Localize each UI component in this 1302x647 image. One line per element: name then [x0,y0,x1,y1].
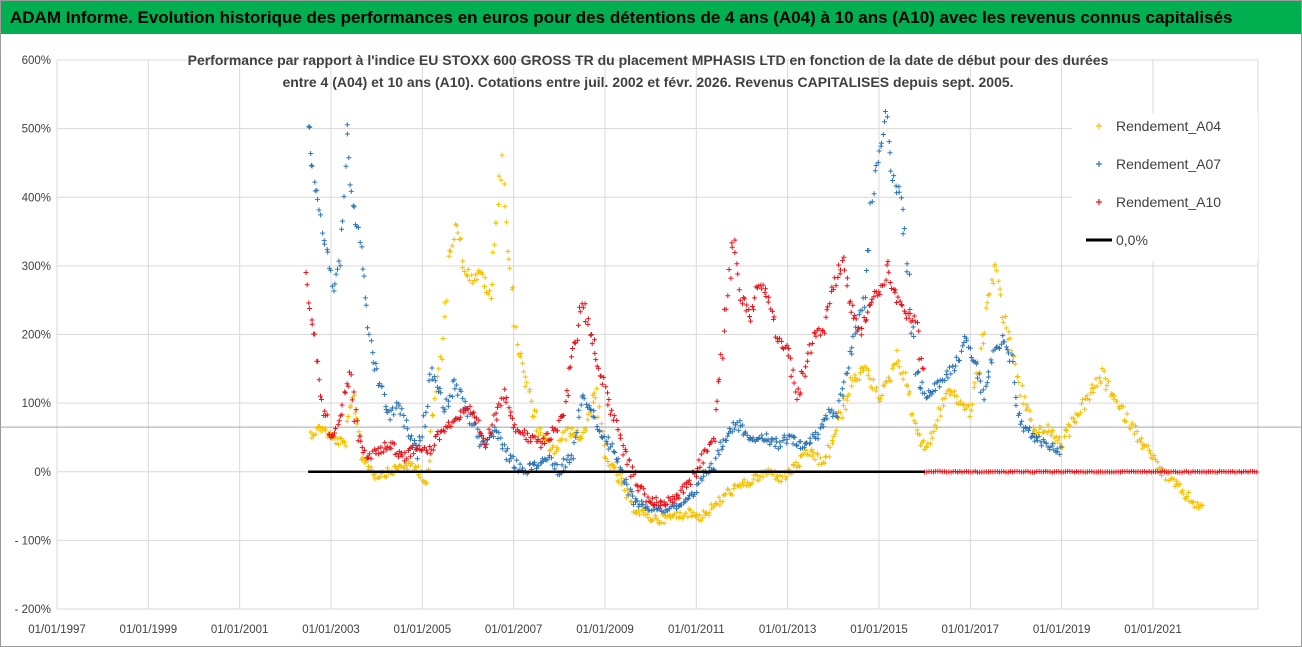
x-tick-label: 01/01/2009 [576,624,634,636]
legend-label: Rendement_A04 [1116,118,1221,134]
x-tick-label: 01/01/2005 [394,624,452,636]
series-markers [922,468,1260,475]
y-tick-label: 300% [22,261,51,273]
series-layer [303,109,1260,526]
series-Rendement_A04 [308,152,1206,526]
legend-plus-swatch [1096,199,1102,205]
x-tick-label: 01/01/2015 [850,624,908,636]
x-tick-label: 01/01/2003 [302,624,360,636]
chart-title: Performance par rapport à l'indice EU ST… [188,52,1109,90]
series-markers [308,152,1206,526]
chart-title-line: entre 4 (A04) et 10 ans (A10). Cotations… [282,74,1013,90]
y-tick-label: 400% [22,192,51,204]
legend-label: Rendement_A07 [1116,156,1221,172]
legend-plus-swatch [1096,123,1102,129]
legend: Rendement_A04 Rendement_A07 Rendement_A10 0… [1072,113,1258,261]
y-tick-label: 0% [34,467,51,479]
x-tick-label: 01/01/1999 [120,624,178,636]
legend-box [1072,113,1258,261]
x-tick-label: 01/01/2007 [485,624,543,636]
x-tick-label: 01/01/2011 [668,624,725,636]
x-tick-label: 01/01/2021 [1124,624,1182,636]
series-Rendement_A10 [303,237,927,509]
series-Rendement_A07 [306,109,1064,516]
legend-plus-swatch [1096,161,1102,167]
gridlines [56,59,1259,610]
series-markers [303,237,927,509]
y-tick-label: 600% [22,55,51,67]
series-markers [306,109,1064,516]
y-tick-label: 100% [22,398,51,410]
chart-title-line: Performance par rapport à l'indice EU ST… [188,52,1109,68]
x-tick-label: 01/01/2001 [211,624,269,636]
axes: 600% 500% 400% 300% 200% 100% 0% - 100% - 200% 01… [15,55,1182,636]
y-tick-label: - 200% [15,604,51,616]
legend-label: 0,0% [1116,232,1148,248]
x-tick-label: 01/01/2019 [1033,624,1091,636]
x-tick-label: 01/01/2017 [942,624,1000,636]
x-tick-label: 01/01/2013 [759,624,817,636]
report-banner: ADAM Informe. Evolution historique des p… [1,1,1301,34]
x-tick-label: 01/01/1997 [28,624,86,636]
series-Rendement_A10 [922,468,1260,475]
legend-label: Rendement_A10 [1116,194,1221,210]
y-tick-label: 200% [22,330,51,342]
y-tick-label: - 100% [15,535,51,547]
y-tick-label: 500% [22,124,51,136]
